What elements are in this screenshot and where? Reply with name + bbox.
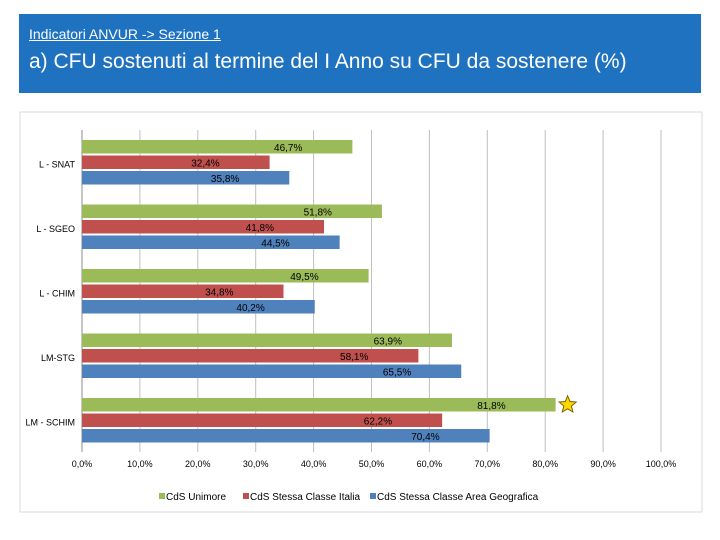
- data-label: 58,1%: [340, 352, 368, 363]
- x-tick-label: 80,0%: [532, 459, 558, 469]
- bar: [82, 413, 443, 427]
- x-tick-label: 50,0%: [359, 459, 385, 469]
- data-label: 35,8%: [211, 174, 239, 185]
- data-label: 65,5%: [383, 367, 411, 378]
- x-tick-label: 70,0%: [475, 459, 501, 469]
- legend: CdS Unimore CdS Stessa Classe Italia CdS S…: [159, 492, 539, 503]
- bar: [82, 349, 419, 363]
- data-label: 51,8%: [304, 207, 332, 218]
- data-labels: 46,7% 32,4% 35,8% 51,8% 41,8% 44,5% 49,5% 34,8%…: [191, 143, 505, 443]
- category-labels: L - SNAT L - SGEO L - CHIM LM-STG LM - SCHIM: [26, 159, 76, 427]
- bar: [82, 220, 325, 234]
- x-tick-label: 0,0%: [72, 459, 93, 469]
- annotations: [557, 394, 578, 414]
- bar: [82, 333, 452, 347]
- legend-swatch: [370, 493, 376, 499]
- bar: [82, 204, 382, 218]
- bars: [82, 140, 556, 443]
- data-label: 32,4%: [191, 158, 219, 169]
- bar: [82, 155, 270, 169]
- category-label: LM - SCHIM: [26, 417, 76, 427]
- bar: [82, 364, 462, 378]
- legend-swatch: [243, 493, 249, 499]
- data-label: 41,8%: [246, 223, 274, 234]
- bar: [82, 269, 369, 283]
- x-tick-label: 100,0%: [646, 459, 677, 469]
- bar: [82, 140, 353, 154]
- category-label: L - SGEO: [36, 224, 75, 234]
- bar: [82, 235, 340, 249]
- data-label: 46,7%: [274, 143, 302, 154]
- category-label: L - SNAT: [39, 159, 76, 169]
- bar: [82, 300, 315, 314]
- category-label: L - CHIM: [39, 288, 75, 298]
- section-subtitle: Indicatori ANVUR -> Sezione 1: [29, 26, 221, 42]
- x-tick-label: 10,0%: [127, 459, 153, 469]
- data-label: 40,2%: [236, 303, 264, 314]
- x-tick-label: 40,0%: [301, 459, 327, 469]
- data-label: 63,9%: [374, 336, 402, 347]
- category-label: LM-STG: [41, 353, 75, 363]
- data-label: 44,5%: [261, 238, 289, 249]
- data-label: 62,2%: [364, 416, 392, 427]
- data-label: 81,8%: [477, 401, 505, 412]
- x-tick-label: 90,0%: [590, 459, 616, 469]
- legend-label: CdS Unimore: [166, 492, 226, 503]
- legend-swatch: [159, 493, 165, 499]
- x-tick-label: 60,0%: [417, 459, 443, 469]
- bar: [82, 429, 490, 443]
- x-tick-label: 30,0%: [243, 459, 269, 469]
- data-label: 49,5%: [290, 272, 318, 283]
- data-label: 34,8%: [205, 287, 233, 298]
- x-tick-labels: 0,0% 10,0% 20,0% 30,0% 40,0% 50,0% 60,0% 70,0% 8…: [72, 459, 677, 469]
- legend-label: CdS Stessa Classe Area Geografica: [377, 492, 539, 503]
- legend-label: CdS Stessa Classe Italia: [250, 492, 360, 503]
- data-label: 70,4%: [411, 432, 439, 443]
- bar: [82, 171, 290, 185]
- slide-title: a) CFU sostenuti al termine del I Anno s…: [29, 50, 627, 73]
- bar: [82, 398, 556, 412]
- x-tick-label: 20,0%: [185, 459, 211, 469]
- bar: [82, 284, 284, 298]
- slide-header: Indicatori ANVUR -> Sezione 1 a) CFU sos…: [19, 14, 701, 93]
- star-icon: [557, 394, 578, 414]
